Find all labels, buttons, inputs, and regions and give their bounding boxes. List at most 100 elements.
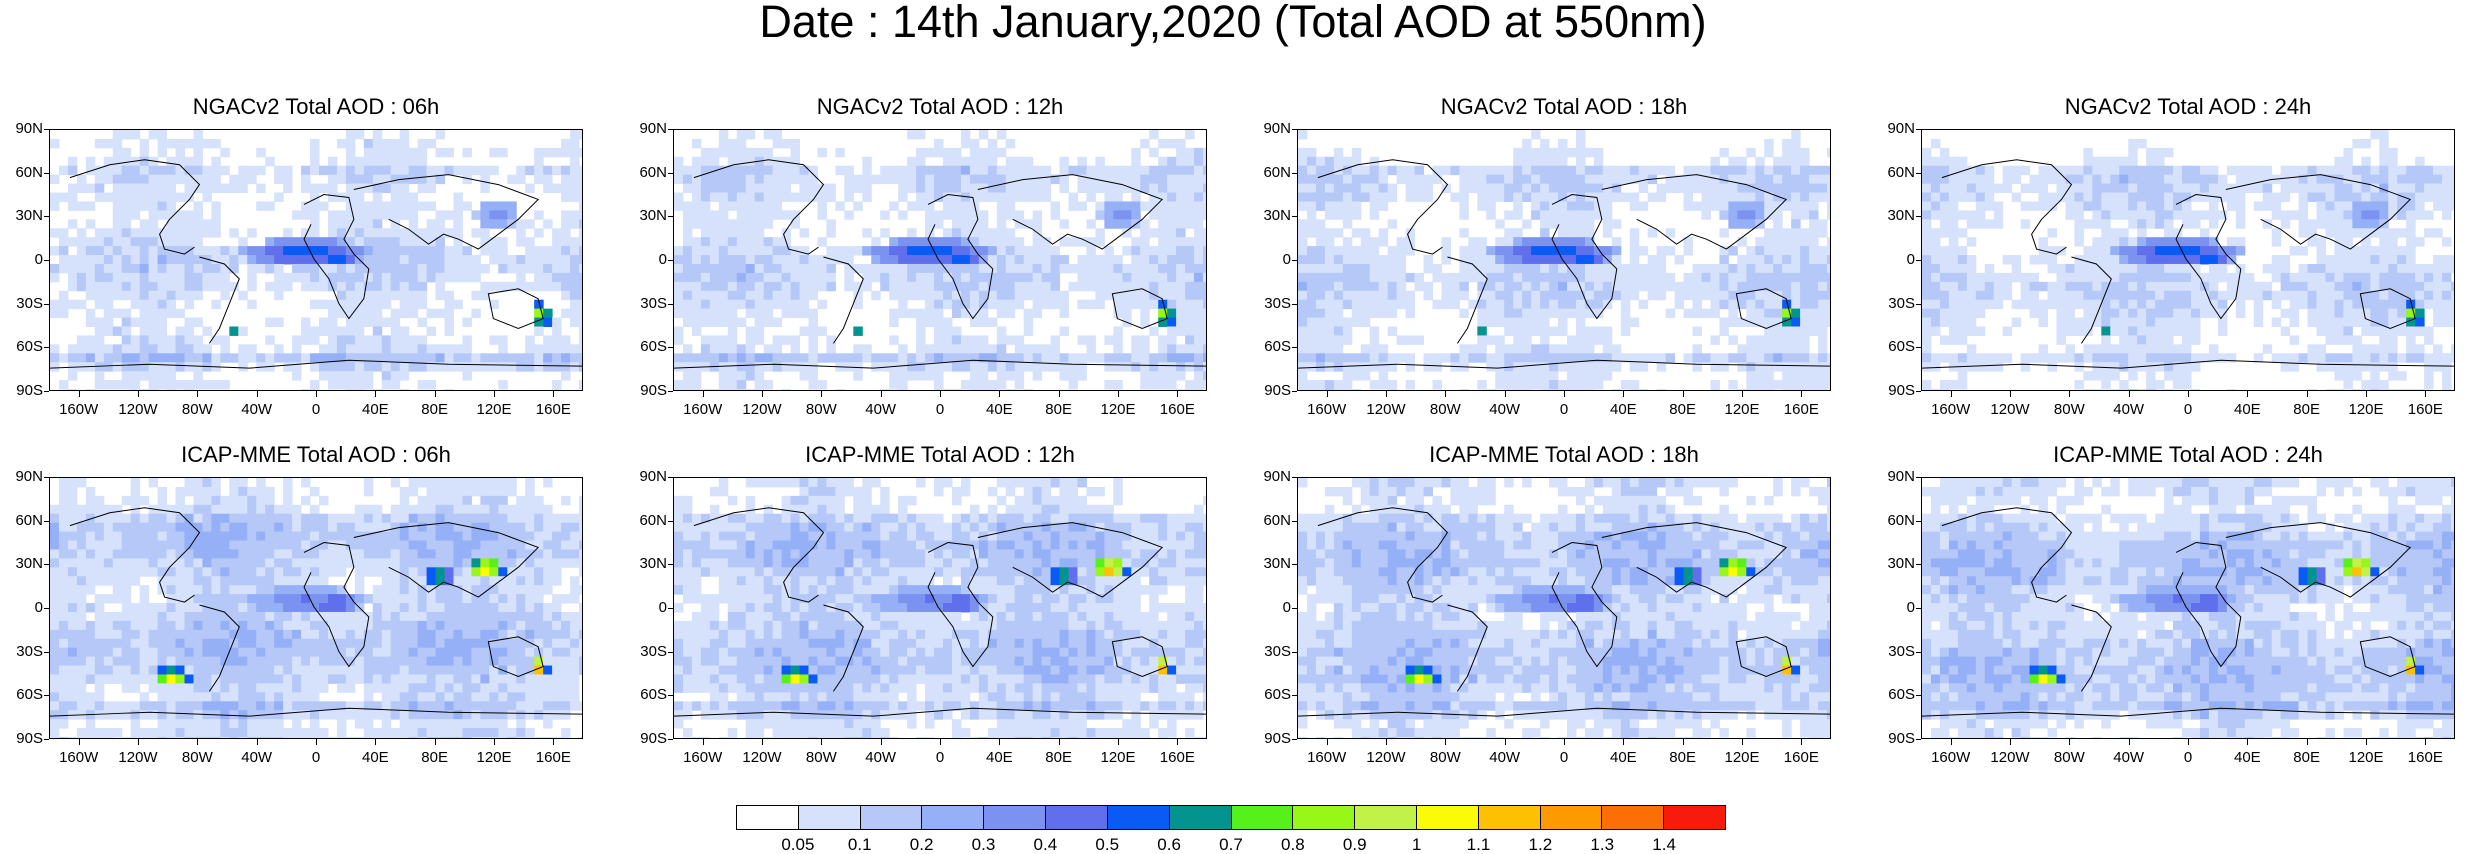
lon-tick-label: 40W: [1489, 749, 1521, 766]
lon-tick-label: 120E: [2348, 401, 2384, 418]
lon-tick: [2366, 739, 2367, 745]
lon-tick-label: 160W: [683, 401, 723, 418]
lon-tick: [494, 391, 495, 397]
lat-tick: [1916, 564, 1921, 566]
lat-tick: [1916, 391, 1921, 392]
lat-tick: [44, 695, 49, 697]
lon-tick-label: 40E: [1609, 401, 1637, 418]
lat-tick: [1916, 739, 1921, 740]
lat-tick: [668, 608, 673, 609]
colorbar-tick-label: 1.2: [1528, 835, 1553, 854]
lon-tick-label: 120W: [742, 749, 782, 766]
lon-tick-label: 0: [1559, 401, 1569, 418]
lon-tick-label: 80W: [181, 401, 213, 418]
lat-tick: [1916, 347, 1921, 349]
lon-tick-label: 160E: [1159, 749, 1195, 766]
lon-tick-label: 80W: [805, 749, 837, 766]
aod-field: [50, 478, 582, 738]
lat-tick: [44, 608, 49, 609]
colorbar-tick-label: 1: [1411, 835, 1422, 854]
colorbar-tick-label: 0.8: [1281, 835, 1305, 854]
lon-tick: [1118, 391, 1119, 397]
lat-tick-label: 90N: [639, 468, 667, 485]
aod-field: [1298, 478, 1830, 738]
lat-tick-label: 90N: [1887, 468, 1915, 485]
lon-tick: [1177, 739, 1179, 745]
colorbar-swatch: [798, 806, 861, 829]
lon-tick: [1623, 739, 1625, 745]
lat-tick: [1916, 477, 1921, 478]
lat-tick-label: 60N: [1887, 163, 1915, 181]
lat-tick-label: 90N: [1263, 468, 1291, 485]
lon-tick-label: 120E: [1724, 401, 1760, 418]
lon-tick: [434, 391, 436, 397]
lon-tick: [1801, 391, 1803, 397]
lon-tick: [375, 739, 377, 745]
lon-tick-label: 0: [935, 401, 945, 418]
lat-tick: [1292, 260, 1297, 261]
lon-tick-label: 80W: [1429, 401, 1461, 418]
aod-field: [674, 130, 1206, 390]
panel-title: NGACv2 Total AOD : 24h: [2064, 94, 2312, 119]
aod-map-panel: [1921, 129, 2455, 391]
lat-tick-label: 30S: [1264, 294, 1291, 312]
lat-tick: [668, 260, 673, 261]
lon-tick-label: 80W: [2053, 749, 2085, 766]
lat-tick-label: 90N: [1263, 120, 1291, 137]
aod-map-panel: [673, 477, 1207, 739]
lat-tick-label: 60N: [639, 163, 667, 181]
lon-tick: [1950, 391, 1952, 397]
lat-tick: [44, 216, 49, 218]
lon-tick-label: 40W: [865, 749, 897, 766]
lon-tick: [1564, 739, 1565, 745]
lat-tick: [668, 564, 673, 566]
lon-tick: [880, 391, 882, 397]
lon-tick-label: 40E: [985, 749, 1013, 766]
lat-tick: [1916, 608, 1921, 609]
lat-tick: [44, 260, 49, 261]
lat-tick-label: 0: [658, 599, 667, 616]
lon-tick-label: 80E: [1045, 749, 1073, 766]
lon-tick: [78, 739, 80, 745]
lon-tick: [940, 739, 941, 745]
lon-tick: [316, 391, 317, 397]
lat-tick-label: 0: [1906, 251, 1915, 268]
lon-tick-label: 80W: [805, 401, 837, 418]
lat-tick: [1292, 303, 1297, 305]
lat-tick-label: 30N: [15, 555, 43, 573]
lon-tick: [553, 739, 555, 745]
colorbar-swatch: [922, 806, 985, 829]
lat-tick-label: 30S: [16, 642, 43, 660]
lat-tick: [668, 391, 673, 392]
colorbar-swatch: [737, 806, 799, 829]
lat-tick-label: 60N: [1887, 511, 1915, 529]
lat-tick-label: 30N: [1263, 207, 1291, 225]
lon-tick-label: 80E: [2293, 749, 2321, 766]
colorbar-tick-label: 0.1: [847, 835, 872, 854]
aod-map-panel: [49, 129, 583, 391]
lat-tick-label: 30S: [1888, 294, 1915, 312]
aod-field: [1298, 130, 1830, 390]
lat-tick: [1292, 739, 1297, 740]
lat-tick-label: 90S: [16, 730, 43, 747]
panel-title: NGACv2 Total AOD : 12h: [816, 94, 1064, 119]
lon-tick: [1742, 739, 1743, 745]
lon-tick: [1118, 739, 1119, 745]
lat-tick: [1916, 520, 1921, 522]
lon-tick-label: 120W: [1990, 749, 2030, 766]
lat-tick-label: 60S: [1888, 338, 1915, 356]
lon-tick: [1386, 391, 1387, 397]
aod-map-panel: [673, 129, 1207, 391]
lat-tick-label: 60N: [15, 511, 43, 529]
aod-map-panel: [49, 477, 583, 739]
lat-tick-label: 0: [34, 251, 43, 268]
lon-tick: [1445, 391, 1447, 397]
lat-tick: [1292, 651, 1297, 653]
lon-tick: [1326, 391, 1328, 397]
lon-tick: [2425, 739, 2427, 745]
lat-tick-label: 30N: [1887, 555, 1915, 573]
lon-tick-label: 160W: [59, 749, 99, 766]
lon-tick: [434, 739, 436, 745]
lon-tick: [2069, 739, 2071, 745]
lon-tick-label: 40E: [2233, 749, 2261, 766]
